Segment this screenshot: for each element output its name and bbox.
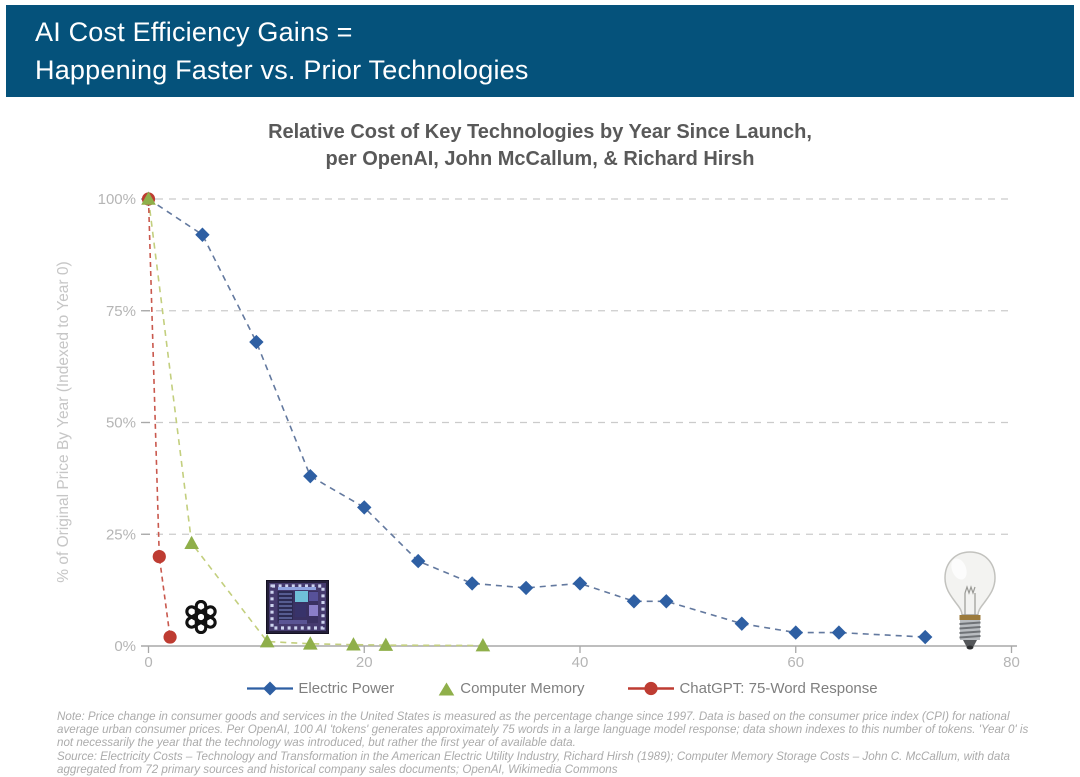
- header-title-line1: AI Cost Efficiency Gains =: [35, 17, 353, 47]
- header-title-line2: Happening Faster vs. Prior Technologies: [35, 55, 529, 85]
- chatgpt-marker-icon: [628, 681, 675, 696]
- footnote: Note: Price change in consumer goods and…: [57, 710, 1035, 776]
- chart-title-line2: per OpenAI, John McCallum, & Richard Hir…: [325, 148, 755, 170]
- legend-label-chatgpt: ChatGPT: 75-Word Response: [679, 680, 878, 697]
- slide-header-title: AI Cost Efficiency Gains = Happening Fas…: [6, 5, 1074, 89]
- svg-text:80: 80: [1003, 654, 1020, 671]
- chart-title: Relative Cost of Key Technologies by Yea…: [0, 119, 1080, 173]
- legend-item-chatgpt: ChatGPT: 75-Word Response: [628, 680, 878, 697]
- footnote-note: Note: Price change in consumer goods and…: [57, 710, 1029, 750]
- legend-item-computer-memory: Computer Memory: [438, 680, 584, 697]
- svg-text:40: 40: [572, 654, 589, 671]
- legend-label-computer-memory: Computer Memory: [460, 680, 585, 697]
- lightbulb-image: [944, 551, 996, 650]
- svg-text:0: 0: [144, 654, 152, 671]
- footnote-source: Source: Electricity Costs – Technology a…: [57, 749, 1010, 776]
- computer-memory-marker-icon: [438, 682, 455, 695]
- chart-legend: Electric Power Computer Memory ChatGPT: …: [45, 680, 1080, 697]
- svg-text:100%: 100%: [98, 191, 136, 208]
- openai-logo-icon: [185, 600, 217, 634]
- svg-text:50%: 50%: [106, 415, 136, 432]
- electric-power-marker-icon: [247, 681, 294, 696]
- svg-text:0%: 0%: [114, 638, 136, 655]
- microchip-image: [266, 580, 329, 634]
- svg-text:75%: 75%: [106, 303, 136, 320]
- chart-canvas: 0% 25% 50% 75% 100% 0 20 40 60 80: [98, 191, 1020, 671]
- slide-header: AI Cost Efficiency Gains = Happening Fas…: [6, 5, 1074, 97]
- svg-text:20: 20: [356, 654, 373, 671]
- svg-text:60: 60: [787, 654, 804, 671]
- svg-text:25%: 25%: [106, 526, 136, 543]
- chart-title-line1: Relative Cost of Key Technologies by Yea…: [268, 121, 812, 143]
- legend-label-electric-power: Electric Power: [298, 680, 395, 697]
- legend-item-electric-power: Electric Power: [247, 680, 394, 697]
